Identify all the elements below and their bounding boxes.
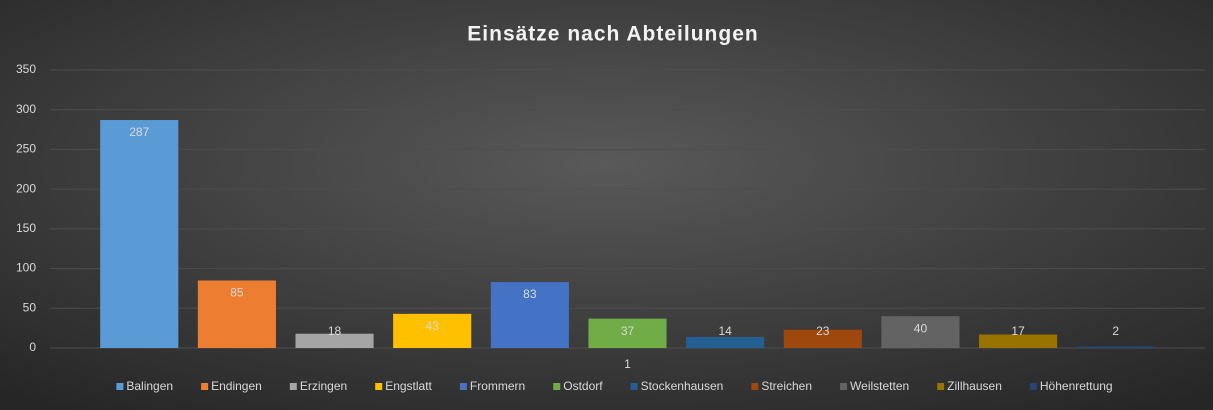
legend-label: Weilstetten: [850, 379, 909, 393]
bar: [1076, 346, 1155, 348]
bar: [100, 120, 179, 348]
legend-label: Engstlatt: [385, 379, 432, 393]
data-label: 85: [230, 286, 244, 300]
bar: [490, 282, 569, 348]
legend-label: Ostdorf: [563, 379, 603, 393]
bar: [686, 336, 765, 348]
bar: [393, 313, 472, 348]
data-label: 2: [1112, 324, 1119, 338]
bar: [588, 318, 667, 348]
legend-label: Balingen: [126, 379, 173, 393]
legend-label: Endingen: [211, 379, 262, 393]
legend-label: Erzingen: [300, 379, 347, 393]
legend-label: Stockenhausen: [641, 379, 724, 393]
y-tick-label: 250: [16, 142, 36, 156]
legend-marker: [553, 383, 561, 390]
bar: [197, 280, 276, 348]
data-label: 18: [328, 324, 342, 338]
legend-marker: [1029, 383, 1037, 390]
bar: [881, 316, 960, 348]
legend-marker: [201, 383, 209, 390]
legend-marker: [840, 383, 848, 390]
data-label: 40: [914, 321, 928, 335]
y-tick-label: 50: [23, 300, 37, 314]
data-label: 83: [523, 287, 537, 301]
chart-title: Einsätze nach Abteilungen: [467, 23, 758, 46]
legend-marker: [116, 383, 124, 390]
x-tick-label: 1: [624, 357, 631, 371]
legend-marker: [375, 383, 383, 390]
legend-marker: [459, 383, 467, 390]
legend-marker: [751, 383, 759, 390]
data-label: 287: [129, 125, 149, 139]
legend-marker: [937, 383, 945, 390]
bar: [783, 329, 862, 348]
y-tick-label: 350: [16, 62, 36, 76]
legend-marker: [289, 383, 297, 390]
data-label: 14: [718, 324, 732, 338]
y-tick-label: 200: [16, 181, 36, 195]
y-tick-label: 300: [16, 102, 36, 116]
data-label: 17: [1011, 324, 1025, 338]
bar: [295, 333, 374, 348]
y-tick-label: 0: [29, 340, 36, 354]
data-label: 43: [426, 319, 440, 333]
legend-marker: [630, 383, 638, 390]
legend-label: Höhenrettung: [1040, 379, 1113, 393]
data-label: 37: [621, 324, 635, 338]
legend-label: Streichen: [761, 379, 812, 393]
y-tick-label: 150: [16, 221, 36, 235]
bar: [979, 334, 1058, 348]
legend-label: Frommern: [470, 379, 525, 393]
legend-label: Zillhausen: [947, 379, 1002, 393]
y-tick-label: 100: [16, 261, 36, 275]
data-label: 23: [816, 324, 830, 338]
